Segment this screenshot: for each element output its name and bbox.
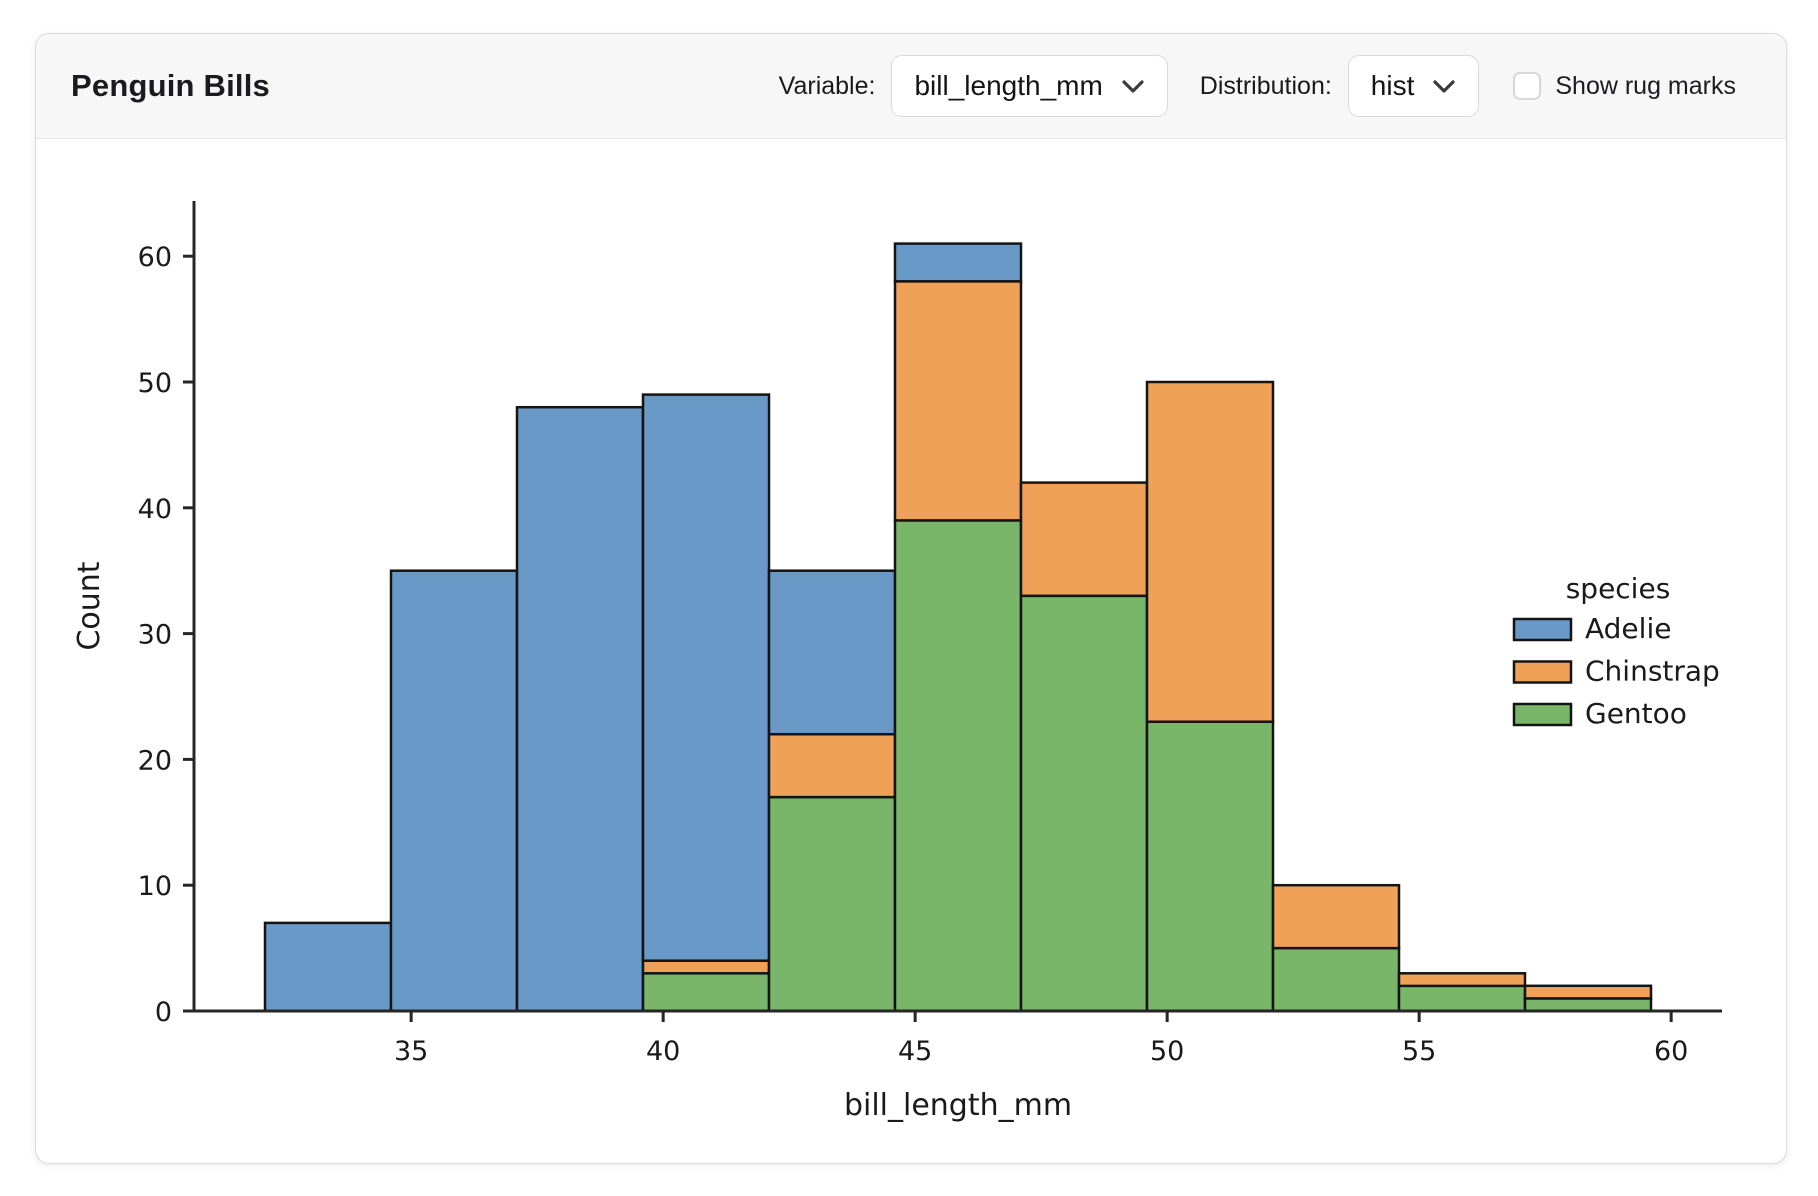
legend-label: Chinstrap	[1585, 655, 1720, 688]
bar-segment-adelie	[893, 242, 1023, 283]
y-tick-label: 10	[138, 871, 172, 902]
page-title: Penguin Bills	[71, 68, 270, 103]
bar-segment-gentoo	[1397, 984, 1527, 1013]
legend-swatch-adelie	[1512, 617, 1573, 642]
legend-swatch-gentoo	[1512, 702, 1573, 727]
histogram-chart: 0 10 20 30 40 50 60 35 40 45 50 55 60 bill_length_mm C…	[72, 201, 1722, 1123]
bar-segment-gentoo	[1019, 594, 1149, 1013]
legend-label: Adelie	[1585, 612, 1671, 645]
y-tick-label: 50	[138, 368, 172, 399]
y-tick-label: 0	[155, 997, 172, 1028]
variable-dropdown-value: bill_length_mm	[914, 70, 1103, 101]
chevron-down-icon	[1432, 79, 1456, 94]
card-header: Penguin Bills Variable: bill_length_mm D…	[36, 34, 1786, 139]
legend: species Adelie Chinstrap Gentoo	[1512, 572, 1720, 730]
bar-segment-chinstrap	[641, 959, 771, 975]
y-tick-label: 60	[138, 242, 172, 273]
bar-segment-adelie	[389, 569, 519, 1013]
bar-segment-gentoo	[641, 972, 771, 1013]
distribution-dropdown[interactable]: hist	[1347, 55, 1480, 117]
y-tick-label: 20	[138, 745, 172, 776]
y-tick-label: 40	[138, 494, 172, 525]
x-tick-label: 55	[1402, 1036, 1436, 1067]
x-tick-label: 50	[1150, 1036, 1184, 1067]
bar-segment-gentoo	[893, 519, 1023, 1013]
x-tick-label: 40	[646, 1036, 680, 1067]
show-rug-checkbox[interactable]	[1513, 72, 1542, 100]
penguin-bills-card: Penguin Bills Variable: bill_length_mm D…	[35, 33, 1787, 1164]
bar-segment-gentoo	[1523, 997, 1653, 1013]
bar-segment-chinstrap	[893, 280, 1023, 522]
x-tick-label: 45	[898, 1036, 932, 1067]
distribution-label: Distribution:	[1199, 71, 1332, 100]
distribution-dropdown-value: hist	[1370, 70, 1415, 101]
bar-segment-adelie	[767, 569, 897, 736]
bar-segment-gentoo	[1271, 946, 1401, 1013]
legend-title: species	[1566, 572, 1671, 605]
bar-segment-adelie	[263, 921, 393, 1013]
bar-segment-chinstrap	[767, 732, 897, 799]
bar-segment-adelie	[641, 393, 771, 962]
bar-segment-chinstrap	[1145, 380, 1275, 723]
y-tick-label: 30	[138, 620, 172, 651]
show-rug-label[interactable]: Show rug marks	[1555, 71, 1736, 100]
x-axis-label: bill_length_mm	[844, 1088, 1072, 1123]
bar-segment-chinstrap	[1271, 883, 1401, 950]
axes-group: 0 10 20 30 40 50 60 35 40 45 50 55 60 bill_length_mm C…	[72, 201, 1722, 1123]
variable-dropdown[interactable]: bill_length_mm	[891, 55, 1168, 117]
y-axis-label: Count	[72, 561, 107, 650]
x-tick-label: 35	[394, 1036, 428, 1067]
bar-segment-adelie	[515, 405, 645, 1013]
x-tick-label: 60	[1654, 1036, 1688, 1067]
bars-group	[263, 242, 1653, 1013]
legend-swatch-chinstrap	[1512, 660, 1573, 684]
bar-segment-chinstrap	[1397, 972, 1527, 988]
bar-segment-gentoo	[767, 795, 897, 1013]
bar-segment-chinstrap	[1019, 481, 1149, 598]
bar-segment-gentoo	[1145, 720, 1275, 1013]
bar-segment-chinstrap	[1523, 984, 1653, 1000]
chevron-down-icon	[1121, 79, 1145, 94]
legend-label: Gentoo	[1585, 697, 1687, 730]
variable-label: Variable:	[778, 71, 876, 100]
chart-container: 0 10 20 30 40 50 60 35 40 45 50 55 60 bill_length_mm C…	[36, 140, 1784, 1162]
